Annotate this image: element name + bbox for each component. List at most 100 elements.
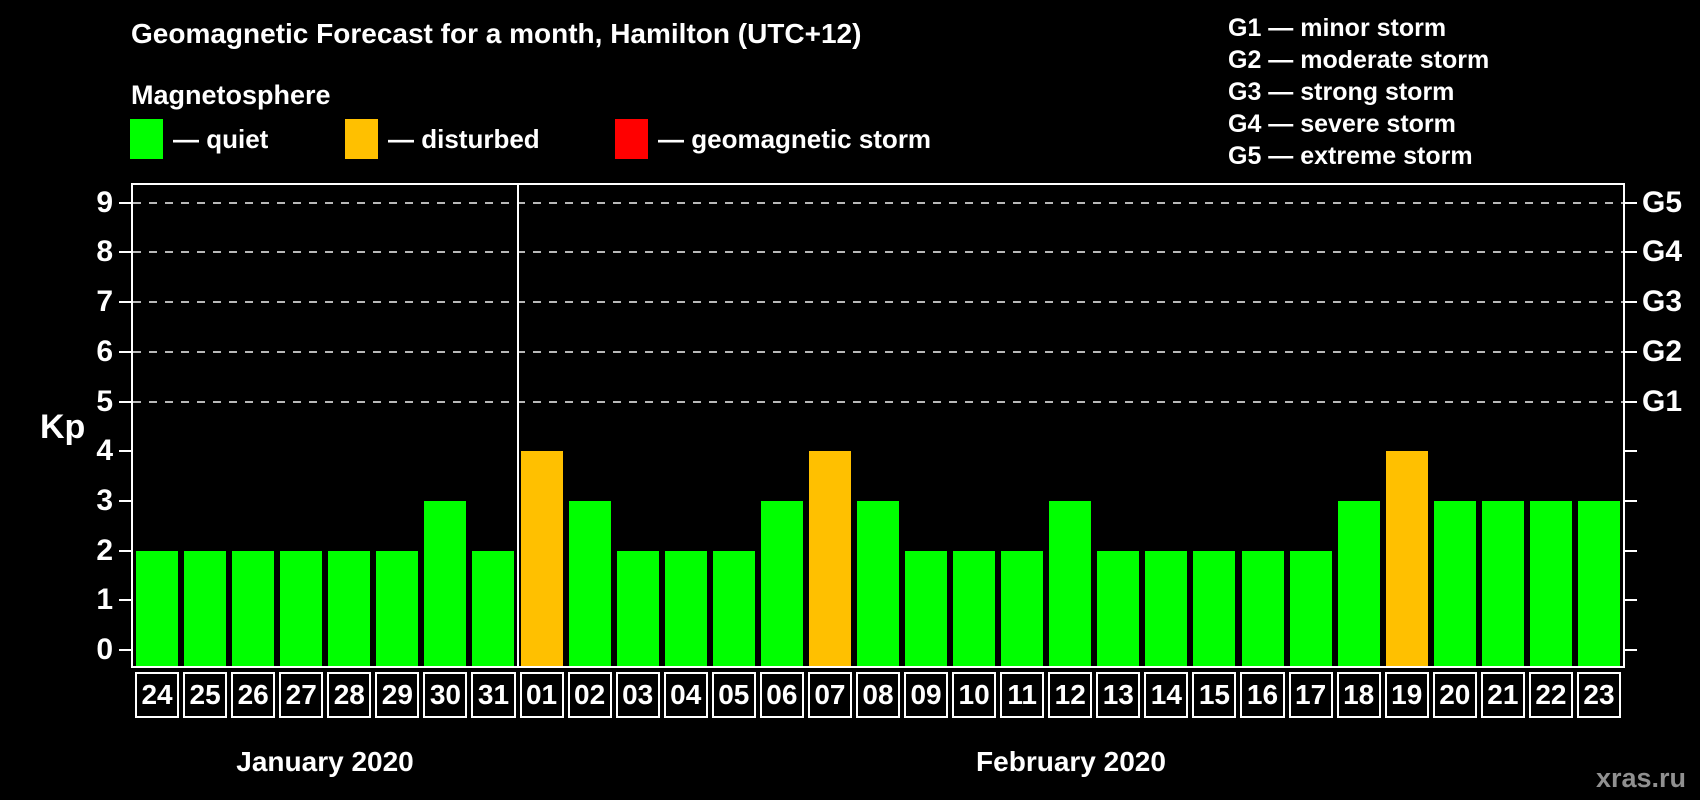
- month-label-february: February 2020: [976, 746, 1166, 777]
- y-tick-left-1: [119, 599, 131, 602]
- gridline-kp-5: [133, 400, 1623, 403]
- gridline-kp-8: [133, 251, 1623, 254]
- y-tick-right-0: [1625, 649, 1637, 651]
- date-cell-february-11: 11: [1000, 672, 1045, 718]
- y-tick-label-9: 9: [96, 185, 113, 219]
- g-level-label-g1: G1: [1642, 384, 1683, 418]
- legend-label-disturbed: — disturbed: [388, 123, 540, 154]
- kp-bar-february-02: [568, 500, 611, 666]
- date-cell-february-20: 20: [1432, 672, 1477, 718]
- date-cell-february-12: 12: [1048, 672, 1093, 718]
- y-tick-right-2: [1625, 549, 1637, 552]
- date-cell-february-14: 14: [1144, 672, 1189, 718]
- y-tick-label-3: 3: [96, 483, 113, 517]
- kp-bar-february-22: [1529, 500, 1572, 666]
- kp-axis-label: Kp: [40, 408, 86, 446]
- legend-swatch-disturbed: [345, 119, 378, 159]
- y-tick-left-8: [119, 251, 131, 254]
- date-cell-february-10: 10: [952, 672, 997, 718]
- y-tick-right-4: [1625, 450, 1637, 453]
- kp-bar-february-03: [616, 550, 659, 666]
- kp-bar-january-26: [232, 550, 275, 666]
- kp-bar-february-09: [905, 550, 948, 666]
- y-tick-label-2: 2: [96, 533, 113, 567]
- y-tick-left-7: [119, 301, 131, 304]
- y-tick-right-8: [1625, 251, 1637, 254]
- magnetosphere-label: Magnetosphere: [131, 80, 331, 110]
- kp-bar-february-20: [1433, 500, 1476, 666]
- y-tick-right-6: [1625, 350, 1637, 353]
- y-tick-label-8: 8: [96, 235, 113, 269]
- kp-bar-february-06: [760, 500, 803, 666]
- date-axis: 24 25 26 27 28 29 30 31 01 02 03 04 05 06 07 08 09 10 11 12…: [133, 672, 1623, 718]
- kp-bar-january-27: [280, 550, 323, 666]
- date-cell-january-31: 31: [471, 672, 516, 718]
- date-cell-february-09: 09: [904, 672, 949, 718]
- g-legend-row-g4: G4 — severe storm: [1228, 110, 1456, 138]
- plot-area: [131, 183, 1625, 668]
- kp-bar-february-15: [1193, 550, 1236, 666]
- y-tick-right-3: [1625, 499, 1637, 502]
- y-tick-label-6: 6: [96, 334, 113, 368]
- kp-bar-february-05: [712, 550, 755, 666]
- kp-bar-january-31: [472, 550, 515, 666]
- kp-bar-february-18: [1337, 500, 1380, 666]
- date-cell-february-17: 17: [1288, 672, 1333, 718]
- date-cell-february-21: 21: [1480, 672, 1525, 718]
- g-level-label-g2: G2: [1642, 334, 1683, 368]
- legend-item-quiet: — quiet: [130, 119, 268, 159]
- date-cell-february-02: 02: [567, 672, 612, 718]
- date-cell-february-16: 16: [1240, 672, 1285, 718]
- y-tick-right-7: [1625, 301, 1637, 304]
- y-tick-left-9: [119, 201, 131, 204]
- y-tick-right-1: [1625, 599, 1637, 602]
- date-cell-february-15: 15: [1192, 672, 1237, 718]
- date-cell-february-18: 18: [1336, 672, 1381, 718]
- month-separator-line: [516, 185, 519, 666]
- y-tick-left-6: [119, 350, 131, 353]
- legend-label-quiet: — quiet: [173, 123, 269, 154]
- kp-bar-february-21: [1481, 500, 1524, 666]
- legend-label-storm: — geomagnetic storm: [658, 123, 932, 154]
- g-level-label-g3: G3: [1642, 285, 1683, 319]
- y-tick-label-1: 1: [96, 583, 113, 617]
- kp-bar-february-01: [520, 451, 563, 666]
- date-cell-february-06: 06: [759, 672, 804, 718]
- date-cell-february-05: 05: [711, 672, 756, 718]
- y-tick-left-5: [119, 400, 131, 403]
- y-tick-right-9: [1625, 201, 1637, 204]
- date-cell-february-07: 07: [807, 672, 852, 718]
- watermark: xras.ru: [1595, 763, 1686, 793]
- date-cell-january-26: 26: [231, 672, 276, 718]
- g-legend-row-g5: G5 — extreme storm: [1228, 142, 1473, 170]
- date-cell-february-03: 03: [615, 672, 660, 718]
- kp-bar-february-23: [1577, 500, 1620, 666]
- y-tick-left-2: [119, 549, 131, 552]
- legend-item-storm: — geomagnetic storm: [615, 119, 931, 159]
- kp-bar-february-04: [664, 550, 707, 666]
- date-cell-february-08: 08: [855, 672, 901, 718]
- date-cell-february-01: 01: [519, 672, 564, 718]
- y-tick-label-7: 7: [96, 285, 113, 319]
- kp-bar-february-14: [1145, 550, 1188, 666]
- kp-bar-february-12: [1049, 500, 1092, 666]
- legend-item-disturbed: — disturbed: [345, 119, 540, 159]
- g-level-label-g4: G4: [1642, 235, 1683, 269]
- kp-bar-january-25: [184, 550, 227, 666]
- month-label-january: January 2020: [236, 746, 414, 777]
- gridline-kp-7: [133, 301, 1623, 304]
- kp-bar-february-13: [1097, 550, 1140, 666]
- date-cell-february-23: 23: [1576, 672, 1621, 718]
- g-scale-legend: G1 — minor storm G2 — moderate storm G3 — …: [1228, 12, 1489, 172]
- kp-bar-february-19: [1385, 451, 1428, 666]
- kp-bar-january-28: [328, 550, 371, 666]
- legend-swatch-storm: [615, 119, 648, 159]
- date-cell-january-30: 30: [423, 672, 468, 718]
- y-tick-left-0: [119, 649, 131, 651]
- gridline-kp-6: [133, 350, 1623, 353]
- date-cell-february-13: 13: [1096, 672, 1141, 718]
- y-tick-label-4: 4: [96, 434, 113, 468]
- kp-bar-february-07: [808, 451, 851, 666]
- g-level-label-g5: G5: [1642, 185, 1683, 219]
- date-cell-february-19: 19: [1384, 672, 1429, 718]
